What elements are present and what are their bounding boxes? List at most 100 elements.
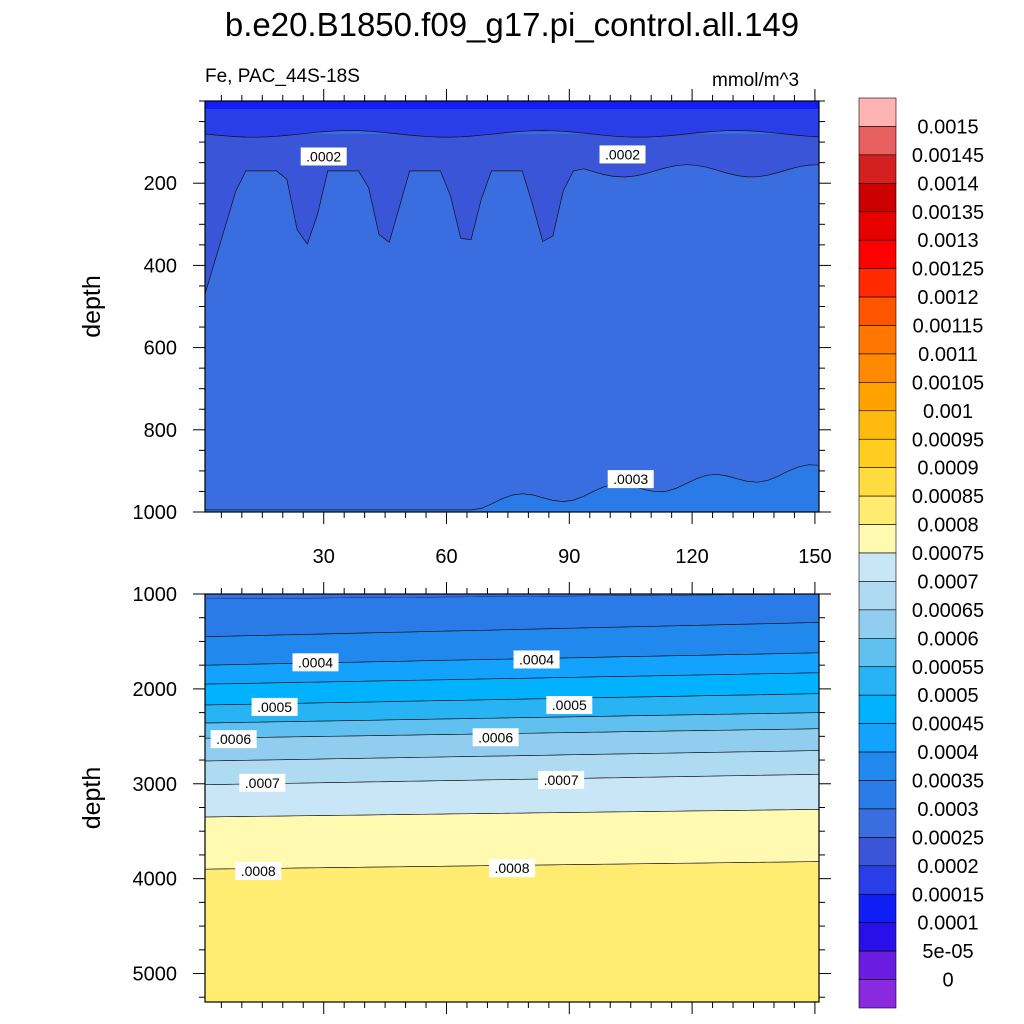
contour-label-box — [538, 770, 585, 789]
contour-label-box — [251, 697, 298, 716]
lower-contour — [204, 672, 820, 685]
contour-label-box — [235, 862, 282, 881]
contour-label-box — [300, 147, 347, 166]
colorbar-label: 0.00075 — [912, 543, 984, 565]
contour-label: .0007 — [239, 773, 286, 792]
colorbar-label: 0.0008 — [917, 515, 978, 537]
colorbar-box — [858, 524, 897, 554]
colorbar-box — [858, 751, 897, 781]
colorbar-label: 0.00095 — [912, 429, 984, 451]
contour-label-text: .0008 — [494, 860, 529, 876]
lower-contour — [204, 693, 820, 706]
colorbar-label: 0.0004 — [917, 742, 978, 764]
contour-label-box — [239, 773, 286, 792]
colorbar-box — [858, 154, 897, 184]
x-tick-label: 90 — [558, 546, 580, 568]
contour-label: .0005 — [251, 697, 298, 716]
colorbar-label: 0.001 — [923, 401, 973, 423]
lower-contour — [204, 773, 820, 786]
colorbar-label: 0.0014 — [917, 173, 978, 195]
colorbar-label: 0.00145 — [912, 145, 984, 167]
variable-region-label: Fe, PAC_44S-18S — [205, 66, 360, 87]
contour-label-text: .0004 — [519, 651, 554, 667]
contour-label-text: .0004 — [298, 654, 333, 670]
contour-label: .0007 — [538, 770, 585, 789]
colorbar-box — [858, 808, 897, 838]
colorbar-label: 0.00015 — [912, 884, 984, 906]
colorbar-box — [858, 780, 897, 810]
contour-label-box — [599, 145, 646, 164]
y-tick-label: 5000 — [133, 964, 178, 986]
upper-contour-0003 — [205, 464, 820, 511]
contour-label: .0005 — [546, 696, 593, 715]
colorbar-box — [858, 126, 897, 156]
colorbar-box — [858, 467, 897, 497]
contour-label-text: .0005 — [552, 697, 587, 713]
colorbar-box — [858, 97, 897, 127]
contour-label-text: .0002 — [306, 148, 341, 164]
contour-label: .0002 — [599, 145, 646, 164]
contour-label: .0003 — [607, 470, 654, 489]
colorbar-label: 0.00055 — [912, 657, 984, 679]
colorbar-box — [858, 438, 897, 468]
contour-label: .0008 — [235, 862, 282, 881]
colorbar-label: 0.0005 — [917, 685, 978, 707]
colorbar-label: 0.0015 — [917, 116, 978, 138]
contour-label-text: .0007 — [245, 775, 280, 791]
colorbar-label: 0.00105 — [912, 372, 984, 394]
colorbar-box — [858, 495, 897, 525]
upper-ylabel: depth — [78, 275, 106, 338]
lower-frame — [204, 593, 820, 1003]
colorbar-label: 0.0002 — [917, 856, 978, 878]
x-tick-label: 120 — [675, 546, 708, 568]
lower-band — [205, 774, 819, 817]
colorbar-box — [858, 382, 897, 412]
contour-label-text: .0008 — [241, 863, 276, 879]
contour-label: .0006 — [472, 728, 519, 747]
colorbar-label: 0.0003 — [917, 799, 978, 821]
colorbar-label: 0.00045 — [912, 714, 984, 736]
colorbar-label: 0.00065 — [912, 600, 984, 622]
contour-label-text: .0003 — [613, 471, 648, 487]
upper-deep-band — [205, 464, 819, 512]
colorbar-box — [858, 581, 897, 611]
lower-ylabel: depth — [78, 767, 106, 830]
colorbar-label: 0.0007 — [917, 571, 978, 593]
colorbar-box — [858, 723, 897, 753]
x-tick-label: 30 — [313, 546, 335, 568]
colorbar-box — [858, 666, 897, 696]
contour-label: .0002 — [300, 147, 347, 166]
colorbar-box — [858, 410, 897, 440]
units-label: mmol/m^3 — [712, 70, 800, 91]
colorbar-label: 0.0001 — [917, 913, 978, 935]
contour-label-text: .0002 — [605, 146, 640, 162]
colorbar-label: 0.0009 — [917, 458, 978, 480]
contour-label: .0006 — [210, 730, 257, 749]
colorbar-label: 0.00135 — [912, 202, 984, 224]
contour-label-text: .0005 — [257, 699, 292, 715]
colorbar-box — [858, 183, 897, 213]
lower-contour — [204, 712, 820, 724]
colorbar-box — [858, 211, 897, 241]
colorbar-label: 0.00115 — [913, 316, 984, 338]
lower-band — [205, 672, 819, 705]
lower-band — [205, 712, 819, 739]
colorbar-box — [858, 865, 897, 895]
lower-contour — [204, 622, 820, 638]
colorbar-box — [858, 922, 897, 952]
lower-contour — [204, 809, 820, 818]
colorbar-box — [858, 950, 897, 980]
colorbar-label: 0.00085 — [912, 486, 984, 508]
lower-band — [205, 809, 819, 870]
contour-label-box — [513, 650, 560, 669]
lower-band — [205, 652, 819, 685]
colorbar-box — [858, 353, 897, 383]
colorbar-box — [858, 296, 897, 326]
colorbar-label: 0.0006 — [917, 628, 978, 650]
lower-contour — [204, 750, 820, 762]
upper-surface-band — [205, 101, 819, 138]
contour-label-box — [489, 859, 535, 878]
upper-0002-band — [205, 133, 819, 295]
colorbar-box — [858, 638, 897, 668]
